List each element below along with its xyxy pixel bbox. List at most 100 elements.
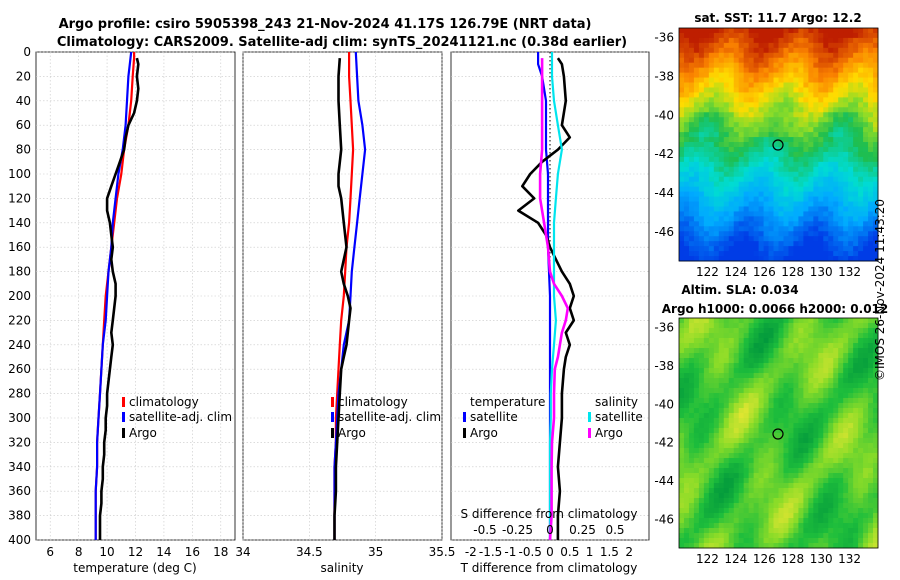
map-cell xyxy=(823,508,829,514)
map-cell xyxy=(868,408,874,414)
map-cell xyxy=(679,328,685,334)
map-cell xyxy=(828,393,834,399)
map-cell xyxy=(693,112,700,118)
map-cell xyxy=(763,102,769,108)
map-cell xyxy=(758,503,764,509)
map-cell xyxy=(863,423,869,429)
map-cell xyxy=(808,458,814,464)
map-cell xyxy=(778,403,784,409)
map-cell xyxy=(813,171,819,178)
map-cell xyxy=(773,216,779,222)
map-cell xyxy=(679,196,685,202)
map-cell xyxy=(698,246,705,252)
map-cell xyxy=(783,37,789,44)
map-cell xyxy=(798,82,804,88)
map-cell xyxy=(768,418,774,424)
map-cell xyxy=(833,226,839,232)
map-cell xyxy=(833,463,839,469)
map-cell xyxy=(848,363,854,369)
map-cell xyxy=(838,67,844,74)
map-cell xyxy=(688,132,695,138)
map-cell xyxy=(848,543,854,549)
map-cell xyxy=(698,423,705,429)
map-cell xyxy=(813,388,819,394)
map-cell xyxy=(823,112,829,118)
map-cell xyxy=(683,323,690,329)
map-cell xyxy=(768,181,774,188)
map-cell xyxy=(688,196,695,202)
map-cell xyxy=(798,107,804,113)
map-cell xyxy=(793,102,799,108)
map-cell xyxy=(698,72,705,78)
map-cell xyxy=(738,186,745,192)
map-cell xyxy=(713,513,720,519)
map-cell xyxy=(793,132,799,138)
map-cell xyxy=(763,246,769,252)
map-cell xyxy=(853,543,859,549)
map-cell xyxy=(813,67,819,74)
map-cell xyxy=(843,42,849,49)
map-cell xyxy=(723,378,730,384)
series-line-s-satellite xyxy=(548,52,564,540)
map-cell xyxy=(708,473,715,479)
map-cell xyxy=(858,201,864,207)
map-cell xyxy=(873,493,879,499)
map-cell xyxy=(853,241,859,247)
map-cell xyxy=(718,323,725,329)
map-cell xyxy=(728,418,735,424)
map-cell xyxy=(758,393,764,399)
map-cell xyxy=(843,473,849,479)
map-cell xyxy=(758,181,764,188)
map-cell xyxy=(843,97,849,103)
map-cell xyxy=(728,333,735,339)
map-cell xyxy=(793,62,799,69)
map-cell xyxy=(733,77,740,83)
map-cell xyxy=(743,413,750,419)
map-cell xyxy=(683,433,690,439)
map-cell xyxy=(783,67,789,74)
map-cell xyxy=(858,358,864,364)
map-cell xyxy=(718,181,725,188)
map-cell xyxy=(858,443,864,449)
map-cell xyxy=(708,226,715,232)
map-cell xyxy=(679,37,685,44)
map-cell xyxy=(738,201,745,207)
map-cell xyxy=(843,251,849,257)
map-cell xyxy=(718,483,725,489)
map-cell xyxy=(788,413,794,419)
map-cell xyxy=(868,463,874,469)
salinity-panel: 34 34.5 35 35.5 salinity climatology satell… xyxy=(235,51,455,575)
map-cell xyxy=(698,393,705,399)
map-cell xyxy=(788,533,794,539)
map-cell xyxy=(798,398,804,404)
map-cell xyxy=(703,488,710,494)
map-cell xyxy=(748,231,755,237)
map-cell xyxy=(793,363,799,369)
map-cell xyxy=(803,107,809,113)
map-cell xyxy=(698,403,705,409)
legend-argo-swatch xyxy=(331,428,334,438)
map-cell xyxy=(838,146,844,153)
map-cell xyxy=(738,246,745,252)
map-cell xyxy=(738,146,745,153)
map-cell xyxy=(798,77,804,83)
map-cell xyxy=(793,137,799,143)
map-cell xyxy=(823,428,829,434)
map-cell xyxy=(873,383,879,389)
map-cell xyxy=(773,171,779,178)
map-cell xyxy=(679,418,685,424)
map-cell xyxy=(823,176,829,183)
map-cell xyxy=(768,448,774,454)
map-cell xyxy=(698,503,705,509)
map-cell xyxy=(863,72,869,78)
map-cell xyxy=(693,132,700,138)
map-cell xyxy=(768,453,774,459)
map-cell xyxy=(773,333,779,339)
map-cell xyxy=(693,533,700,539)
map-cell xyxy=(838,72,844,78)
map-cell xyxy=(808,216,814,222)
map-cell xyxy=(838,186,844,192)
map-cell xyxy=(843,438,849,444)
map-cell xyxy=(718,413,725,419)
map-cell xyxy=(873,543,879,549)
